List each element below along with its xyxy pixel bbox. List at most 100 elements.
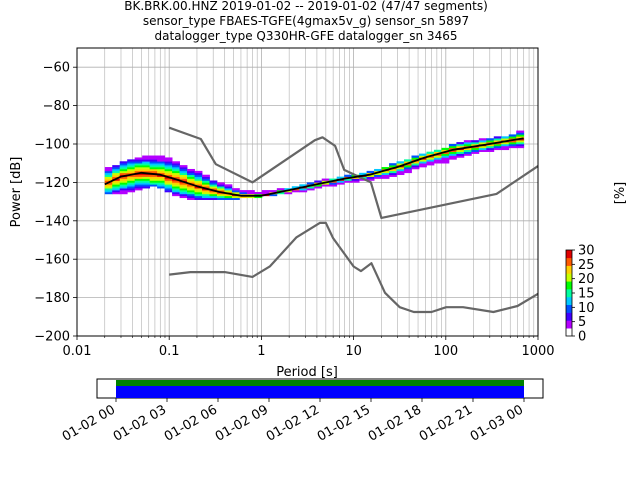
density-cell — [396, 170, 405, 174]
density-cell — [216, 190, 225, 193]
density-cell — [299, 188, 308, 191]
density-cell — [202, 182, 210, 185]
density-cell — [142, 157, 151, 160]
density-cell — [321, 184, 330, 187]
density-cell — [119, 170, 128, 174]
density-cell — [127, 184, 136, 187]
density-cell — [172, 186, 180, 189]
density-cell — [448, 149, 457, 152]
density-cell — [142, 176, 151, 179]
density-cell — [516, 136, 525, 139]
density-cell — [127, 178, 136, 181]
colorbar-tick-label: 20 — [578, 272, 595, 287]
density-cell — [179, 192, 188, 195]
density-cell — [456, 144, 465, 147]
density-cell — [291, 190, 300, 193]
density-cell — [254, 195, 263, 199]
density-cell — [306, 186, 315, 189]
density-cell — [187, 184, 195, 187]
colorbar-segment — [566, 296, 572, 306]
density-cell — [306, 188, 315, 191]
colorbar-tick-label: 10 — [578, 301, 595, 316]
density-cell — [172, 193, 180, 197]
density-cell — [396, 161, 405, 164]
density-cell — [231, 192, 240, 195]
density-cell — [149, 182, 158, 185]
density-cell — [456, 151, 465, 154]
density-cell — [187, 186, 195, 189]
density-cell — [486, 140, 495, 143]
density-cell — [149, 165, 158, 168]
density-cell — [187, 174, 195, 177]
density-cell — [508, 136, 517, 139]
density-cell — [149, 159, 158, 162]
title-line-1: BK.BRK.00.HNZ 2019-01-02 -- 2019-01-02 (… — [124, 0, 488, 13]
y-tick-label: −180 — [34, 291, 70, 306]
density-cell — [194, 195, 203, 199]
density-cell — [329, 178, 338, 181]
x-tick-label: 1 — [257, 344, 265, 359]
density-cell — [119, 182, 128, 185]
density-cell — [493, 144, 502, 147]
density-cell — [433, 159, 442, 162]
density-cell — [172, 174, 180, 177]
density-cell — [134, 163, 143, 166]
density-cell — [389, 163, 397, 166]
density-cell — [164, 188, 173, 191]
density-cell — [321, 178, 330, 181]
density-cell — [134, 159, 143, 162]
density-cell — [508, 140, 517, 143]
density-cell — [456, 149, 465, 152]
density-cell — [179, 184, 188, 187]
density-cell — [216, 186, 225, 189]
colorbar-segment — [566, 265, 572, 274]
density-cell — [493, 136, 502, 139]
density-cell — [471, 140, 480, 143]
density-cell — [187, 170, 195, 174]
density-cell — [157, 159, 166, 162]
density-cell — [299, 184, 308, 187]
density-cell — [441, 155, 450, 158]
density-cell — [389, 170, 397, 174]
density-cell — [418, 153, 427, 156]
density-cell — [508, 142, 517, 145]
density-cell — [194, 174, 203, 177]
density-cell — [112, 186, 121, 189]
colorbar-segment — [566, 281, 572, 290]
density-cell — [134, 188, 143, 191]
density-cell — [224, 190, 233, 193]
density-cell — [456, 145, 465, 149]
x-tick-label: 0.1 — [159, 344, 180, 359]
density-cell — [127, 170, 136, 174]
density-cell — [463, 149, 472, 152]
density-cell — [104, 178, 113, 181]
density-cell — [179, 174, 188, 177]
density-cell — [478, 142, 487, 145]
figure-title: BK.BRK.00.HNZ 2019-01-02 -- 2019-01-02 (… — [124, 0, 488, 43]
density-cell — [112, 192, 121, 195]
density-cell — [157, 155, 166, 158]
density-cell — [381, 174, 390, 177]
density-cell — [246, 190, 255, 193]
density-cell — [456, 155, 465, 158]
density-cell — [187, 193, 195, 197]
time-tick-label: 01-03 00 — [468, 402, 526, 444]
colorbar-segment — [566, 320, 572, 329]
density-cell — [112, 182, 121, 185]
density-cell — [157, 168, 166, 172]
time-tick-label: 01-02 12 — [264, 402, 322, 444]
density-cell — [112, 188, 121, 191]
coverage-bar-green — [116, 380, 524, 386]
density-cell — [179, 167, 188, 170]
density-cell — [134, 178, 143, 181]
density-cell — [112, 184, 121, 187]
density-cell — [321, 182, 330, 185]
density-cell — [202, 193, 210, 197]
density-cell — [119, 176, 128, 179]
density-cell — [202, 180, 210, 183]
density-cell — [216, 188, 225, 191]
density-cell — [149, 174, 158, 177]
density-cell — [448, 157, 457, 160]
colorbar-segment — [566, 328, 572, 337]
density-cell — [119, 190, 128, 193]
